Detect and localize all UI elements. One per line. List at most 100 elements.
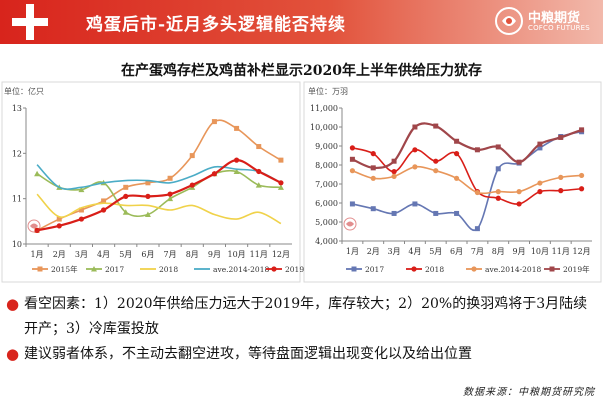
legend-label: 2018	[159, 265, 178, 274]
data-point	[537, 180, 543, 186]
x-tick-label: 12月	[572, 247, 590, 256]
data-point	[391, 173, 397, 179]
x-tick-label: 11月	[250, 250, 268, 259]
watermark-logo-icon	[27, 219, 41, 233]
data-point	[56, 216, 62, 222]
x-tick-label: 10月	[227, 250, 245, 259]
legend-label: 2019年	[285, 264, 312, 274]
data-point	[391, 158, 397, 164]
data-point	[144, 211, 151, 218]
legend-label: 2017	[365, 265, 384, 274]
legend-label: ave.2014-2018	[485, 265, 541, 274]
legend-label: 2019年	[563, 264, 590, 274]
data-point	[454, 210, 460, 216]
data-point	[277, 184, 284, 190]
data-point	[211, 171, 218, 177]
data-source: 数据来源：中粮期货研究院	[463, 387, 595, 398]
header-bar: 鸡蛋后市-近月多头逻辑能否持续 中粮期货 COFCO FUTURES	[0, 0, 603, 44]
x-tick-label: 11月	[552, 247, 570, 256]
data-point	[256, 168, 262, 175]
data-point	[189, 182, 195, 188]
x-tick-label: 7月	[164, 250, 177, 259]
data-point	[78, 186, 85, 193]
data-point	[370, 151, 376, 157]
legend-marker	[37, 266, 43, 272]
data-point	[167, 191, 173, 197]
legend-label: 2015年	[51, 264, 78, 274]
data-point	[474, 226, 480, 232]
data-point	[233, 168, 240, 174]
data-point	[495, 195, 501, 201]
bullet-dot-icon: ●	[6, 295, 20, 313]
data-point	[537, 141, 543, 147]
legend-marker	[91, 266, 97, 272]
y-tick-label: 6,000	[315, 199, 338, 208]
data-point	[412, 147, 418, 153]
data-point	[391, 169, 397, 175]
data-point	[516, 201, 522, 207]
data-point	[537, 189, 543, 195]
x-tick-label: 5月	[429, 247, 442, 256]
chart-frame	[303, 81, 602, 283]
y-tick-label: 9,000	[315, 142, 338, 151]
data-point	[578, 186, 585, 192]
data-point	[558, 174, 564, 180]
legend-label: 2017	[105, 265, 124, 274]
data-point	[122, 209, 129, 215]
y-tick-label: 10,000	[310, 123, 338, 132]
watermark-logo-icon	[343, 217, 357, 231]
legend-marker	[271, 266, 277, 272]
data-point	[278, 180, 284, 186]
data-point	[123, 193, 129, 199]
data-point	[474, 147, 480, 153]
data-point	[453, 175, 460, 181]
data-point	[233, 157, 240, 163]
y-tick-label: 12	[12, 149, 22, 158]
legend-marker	[411, 266, 417, 272]
x-tick-label: 6月	[141, 250, 154, 259]
y-tick-label: 11,000	[310, 104, 338, 113]
legend-marker	[549, 266, 555, 272]
legend-label: 2018	[425, 265, 444, 274]
data-point	[349, 201, 355, 207]
watermark-leaf	[346, 221, 354, 227]
y-tick-label: 11	[12, 195, 22, 204]
data-point	[558, 188, 564, 194]
unit-label: 单位：万羽	[308, 86, 348, 96]
legend-label: ave.2014-2018	[213, 265, 269, 274]
bullet-text: 看空因素：1）2020年供给压力远大于2019年，库存较大；2）20%的换羽鸡将…	[24, 296, 588, 337]
series-line	[36, 164, 282, 190]
bullet-item: ● 建议弱者体系，不主动去翻空进攻，等待盘面逻辑出现变化以及给出位置	[6, 342, 600, 367]
watermark-leaf	[30, 223, 38, 229]
data-point	[100, 207, 107, 213]
legend-marker	[471, 266, 477, 272]
y-tick-label: 13	[12, 104, 22, 113]
data-point	[34, 170, 41, 177]
slide-title: 鸡蛋后市-近月多头逻辑能否持续	[86, 15, 347, 35]
brand-name-cn: 中粮期货	[528, 11, 581, 26]
data-point	[495, 166, 501, 172]
watermark-ring	[27, 219, 41, 233]
data-point	[234, 125, 240, 131]
data-point	[433, 210, 439, 216]
data-point	[558, 134, 564, 140]
data-point	[167, 175, 173, 181]
y-tick-label: 10	[12, 240, 22, 249]
x-tick-label: 8月	[492, 247, 505, 256]
data-point	[391, 210, 397, 216]
x-tick-label: 4月	[97, 250, 110, 259]
data-point	[145, 180, 151, 186]
data-point	[433, 123, 439, 129]
x-tick-label: 3月	[388, 247, 401, 256]
data-point	[412, 201, 418, 207]
watermark-ring	[343, 217, 357, 231]
data-point	[349, 168, 356, 174]
cofco-logo-icon	[495, 7, 523, 35]
y-tick-label: 7,000	[315, 180, 338, 189]
data-point	[433, 168, 439, 174]
data-point	[370, 206, 376, 212]
data-point	[474, 189, 481, 196]
data-point	[78, 207, 84, 213]
x-tick-label: 1月	[31, 250, 44, 259]
slide-subtitle: 在产蛋鸡存栏及鸡苗补栏显示2020年上半年供给压力犹存	[121, 63, 482, 79]
